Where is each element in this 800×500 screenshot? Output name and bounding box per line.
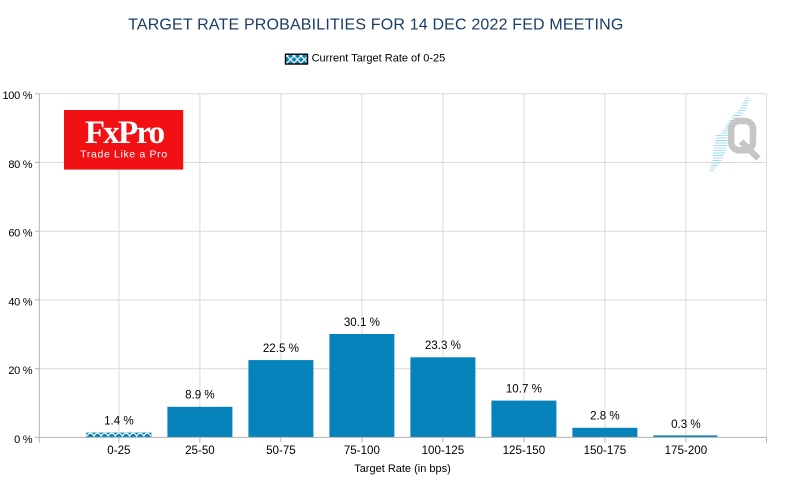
- svg-text:Current Target Rate of 0-25: Current Target Rate of 0-25: [312, 53, 446, 65]
- svg-text:0 %: 0 %: [14, 434, 33, 446]
- svg-text:100-125: 100-125: [422, 444, 465, 457]
- svg-text:2.8 %: 2.8 %: [590, 410, 620, 423]
- svg-text:100 %: 100 %: [2, 90, 32, 102]
- svg-text:1.4 %: 1.4 %: [104, 414, 134, 427]
- svg-text:10.7 %: 10.7 %: [506, 382, 542, 395]
- svg-text:75-100: 75-100: [344, 444, 380, 457]
- svg-text:23.3 %: 23.3 %: [425, 339, 461, 352]
- svg-text:8.9 %: 8.9 %: [185, 389, 215, 402]
- svg-text:0-25: 0-25: [107, 444, 130, 457]
- svg-text:25-50: 25-50: [185, 444, 215, 457]
- svg-text:50-75: 50-75: [266, 444, 296, 457]
- svg-text:20 %: 20 %: [8, 365, 32, 377]
- svg-text:60 %: 60 %: [8, 228, 32, 240]
- svg-text:125-150: 125-150: [503, 444, 546, 457]
- svg-text:40 %: 40 %: [8, 296, 32, 308]
- svg-text:80 %: 80 %: [8, 159, 32, 171]
- svg-text:0.3 %: 0.3 %: [671, 418, 701, 431]
- svg-text:Target Rate (in bps): Target Rate (in bps): [354, 463, 451, 475]
- svg-text:22.5 %: 22.5 %: [263, 342, 299, 355]
- svg-text:175-200: 175-200: [665, 444, 708, 457]
- svg-text:30.1 %: 30.1 %: [344, 316, 380, 329]
- svg-text:Trade Like a Pro: Trade Like a Pro: [80, 148, 168, 160]
- svg-text:TARGET RATE PROBABILITIES FOR: TARGET RATE PROBABILITIES FOR 14 DEC 202…: [128, 16, 623, 33]
- svg-text:150-175: 150-175: [584, 444, 627, 457]
- svg-text:FxPro: FxPro: [85, 115, 165, 151]
